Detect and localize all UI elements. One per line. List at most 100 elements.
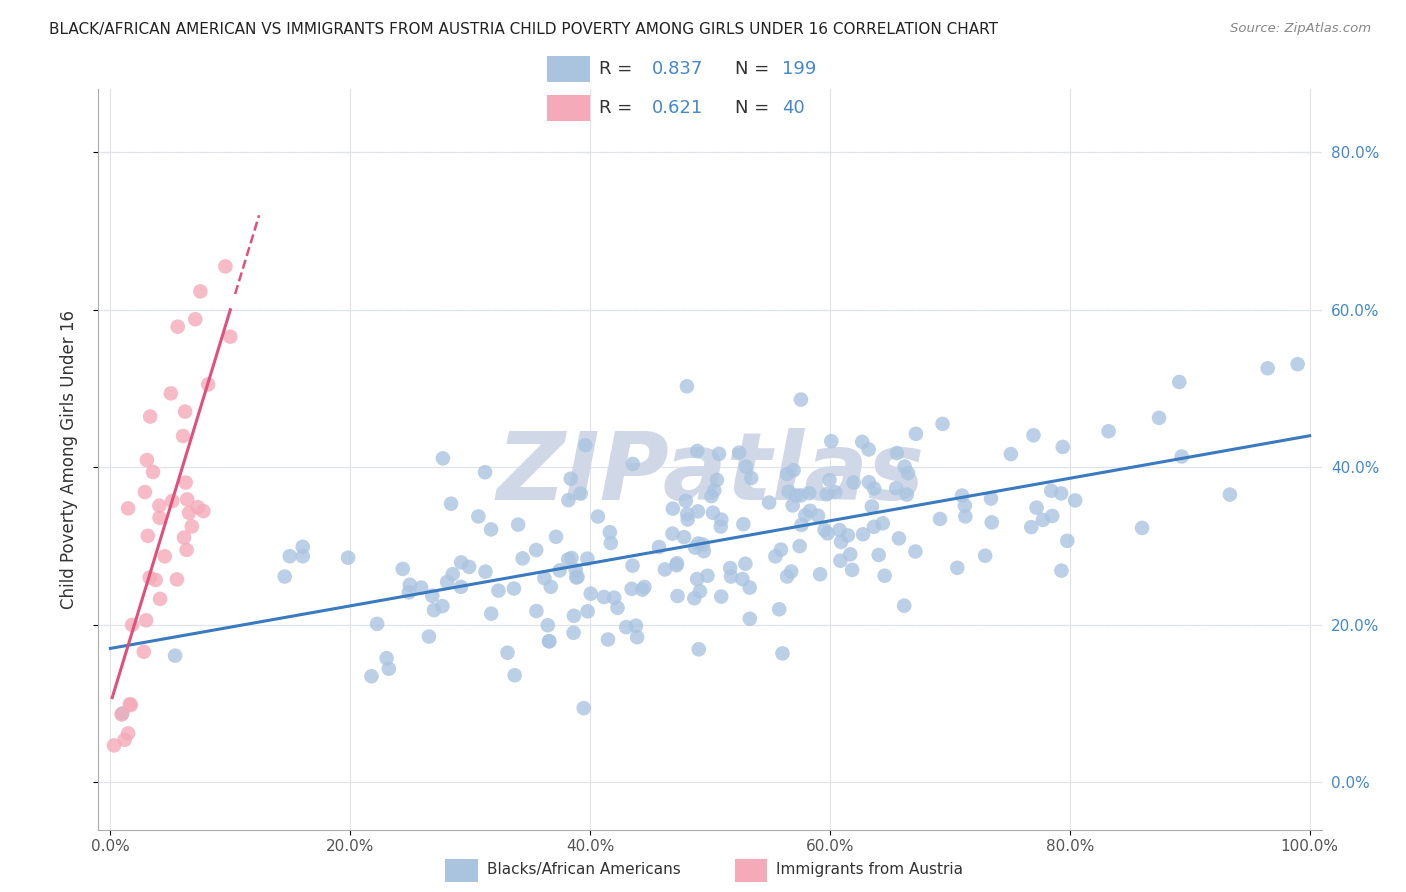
Point <box>1025 500 1047 515</box>
Point <box>560 551 582 566</box>
Point <box>621 558 644 573</box>
Point <box>789 539 811 553</box>
Point <box>842 475 865 490</box>
Point <box>904 544 927 558</box>
Point <box>524 543 547 558</box>
Point <box>772 647 794 661</box>
Point <box>614 620 637 634</box>
Point <box>1040 483 1063 498</box>
Point <box>574 438 596 452</box>
Point <box>860 500 883 514</box>
Point <box>565 570 588 584</box>
Point <box>537 618 560 632</box>
Point <box>197 377 219 392</box>
Text: 0.837: 0.837 <box>652 60 703 78</box>
Point <box>503 582 526 596</box>
Point <box>458 560 481 574</box>
Point <box>134 485 156 500</box>
Point <box>841 563 863 577</box>
Point <box>1040 508 1063 523</box>
Point <box>851 434 873 449</box>
Point <box>193 504 215 518</box>
Point <box>569 486 592 500</box>
Point <box>1097 424 1119 438</box>
Point <box>436 574 458 589</box>
Point <box>720 569 742 583</box>
Point <box>624 618 647 632</box>
Text: Blacks/African Americans: Blacks/African Americans <box>486 863 681 877</box>
Point <box>676 512 699 526</box>
Point <box>648 540 671 554</box>
Point <box>173 531 195 545</box>
Text: 0.621: 0.621 <box>652 99 703 117</box>
Point <box>807 508 830 523</box>
Point <box>142 465 165 479</box>
Point <box>863 482 886 496</box>
Point <box>654 562 676 576</box>
Point <box>1032 513 1054 527</box>
Point <box>337 550 360 565</box>
Point <box>689 584 711 599</box>
Point <box>830 535 852 549</box>
Point <box>538 634 561 648</box>
Point <box>576 604 599 618</box>
Point <box>1019 520 1042 534</box>
FancyBboxPatch shape <box>446 859 478 882</box>
Point <box>794 508 817 523</box>
Point <box>291 549 314 564</box>
Point <box>808 567 831 582</box>
Point <box>768 602 790 616</box>
Point <box>479 607 502 621</box>
Point <box>562 608 585 623</box>
Point <box>148 510 170 524</box>
Point <box>153 549 176 564</box>
Point <box>946 561 969 575</box>
Point <box>160 386 183 401</box>
Point <box>1168 375 1191 389</box>
Point <box>887 532 910 546</box>
Point <box>839 547 862 561</box>
Point <box>769 542 792 557</box>
Point <box>702 506 724 520</box>
Point <box>411 581 433 595</box>
Point <box>538 634 561 648</box>
Point <box>718 561 741 575</box>
Point <box>980 491 1002 506</box>
Point <box>118 697 141 711</box>
Point <box>548 563 571 577</box>
Point <box>676 379 699 393</box>
Point <box>782 463 804 477</box>
Point <box>572 701 595 715</box>
Point <box>474 565 496 579</box>
Text: ZIPatlas: ZIPatlas <box>496 428 924 520</box>
Point <box>121 618 143 632</box>
Point <box>1064 493 1087 508</box>
Text: Source: ZipAtlas.com: Source: ZipAtlas.com <box>1230 22 1371 36</box>
Point <box>686 572 709 586</box>
Y-axis label: Child Poverty Among Girls Under 16: Child Poverty Among Girls Under 16 <box>59 310 77 609</box>
Text: 40: 40 <box>782 99 804 117</box>
Text: 199: 199 <box>782 60 815 78</box>
Point <box>1219 487 1241 501</box>
Point <box>703 483 725 498</box>
Point <box>974 549 997 563</box>
Point <box>564 563 586 577</box>
Point <box>557 493 579 508</box>
Point <box>136 453 159 467</box>
Point <box>1286 357 1309 371</box>
Point <box>1000 447 1022 461</box>
Point <box>733 517 755 532</box>
Point <box>560 472 582 486</box>
Point <box>567 570 589 584</box>
Point <box>117 501 139 516</box>
Point <box>675 493 697 508</box>
Point <box>710 512 733 526</box>
Point <box>815 487 838 501</box>
Point <box>868 548 890 562</box>
Point <box>665 558 688 573</box>
Point <box>785 488 807 502</box>
Point <box>631 582 654 597</box>
Point <box>734 557 756 571</box>
Point <box>1050 486 1073 500</box>
Point <box>740 471 762 485</box>
